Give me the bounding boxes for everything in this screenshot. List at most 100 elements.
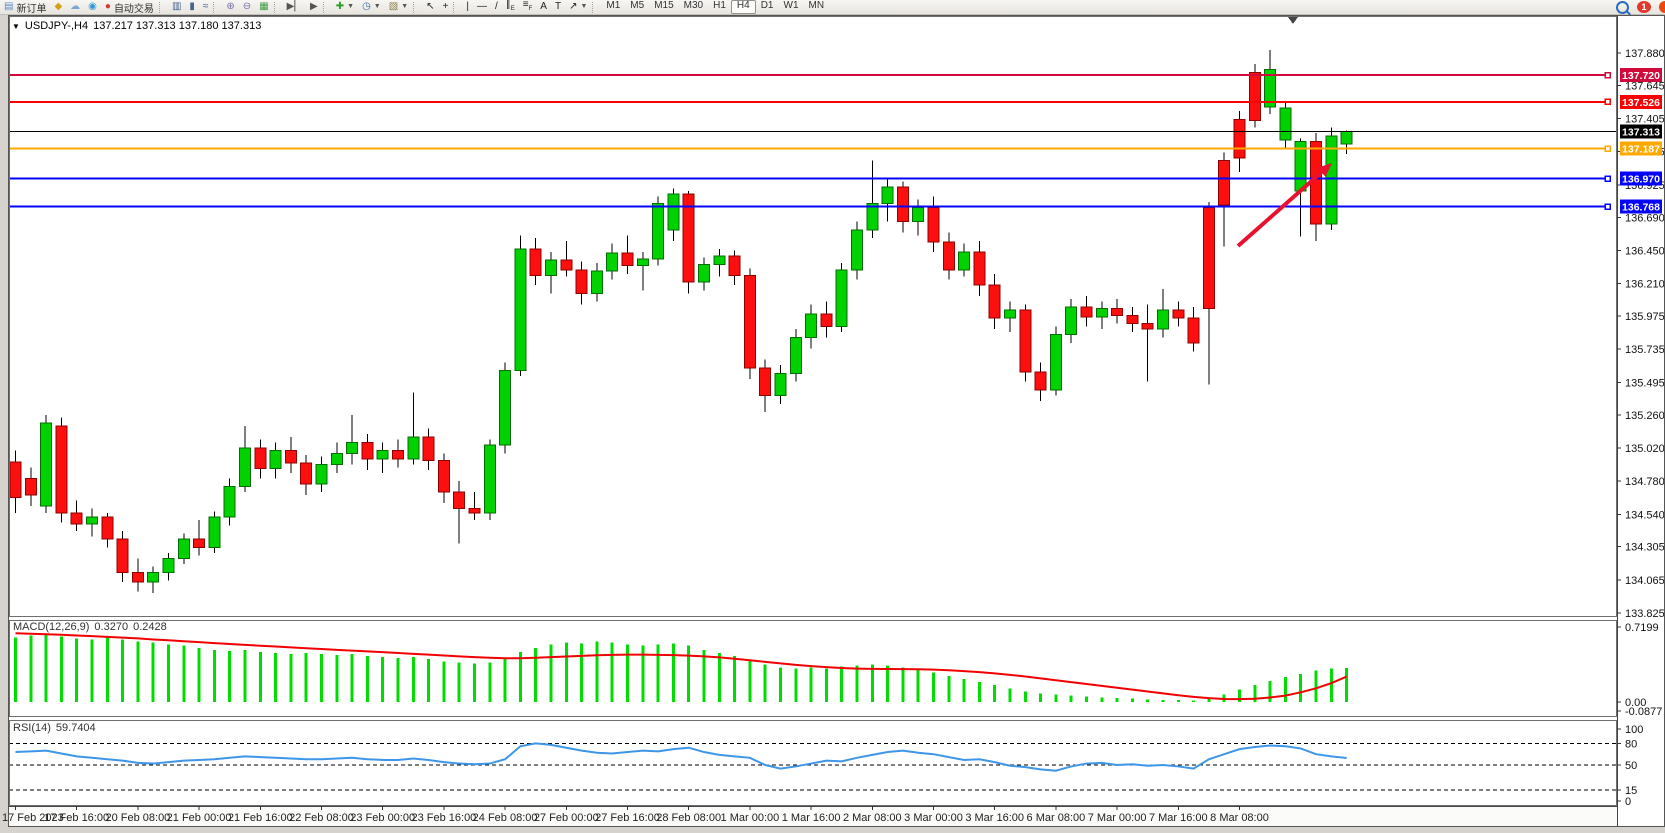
candle	[1279, 102, 1292, 150]
svg-text:137.526: 137.526	[1622, 97, 1660, 109]
chart-shift-marker[interactable]	[1288, 17, 1298, 24]
template-icon: ▧	[388, 1, 399, 12]
time-axis[interactable]	[9, 806, 1617, 826]
shapes-tool-button[interactable]: ↗ ▼	[565, 0, 591, 14]
svg-text:137.720: 137.720	[1622, 70, 1660, 82]
macd-name: MACD(12,26,9)	[13, 621, 90, 633]
candle	[789, 329, 802, 382]
timeframe-H4[interactable]: H4	[730, 0, 756, 14]
profile-button[interactable]: ☁	[66, 0, 84, 14]
crosshair-tool-button[interactable]: +	[439, 0, 453, 14]
line-endpoint-handle[interactable]	[1604, 71, 1611, 79]
tile-windows-icon: ▦	[259, 1, 269, 12]
price-tick-label: 136.690	[1625, 212, 1665, 224]
candle	[942, 232, 955, 280]
candle	[713, 249, 726, 277]
line-endpoint-handle[interactable]	[1604, 203, 1611, 210]
line-endpoint-handle[interactable]	[1604, 175, 1611, 182]
timeframe-M30[interactable]: M30	[683, 0, 704, 11]
candle	[1157, 289, 1169, 338]
trend-arrow[interactable]	[1236, 170, 1323, 248]
time-tick-label: 24 Feb 08:00	[473, 812, 538, 824]
candle	[315, 456, 328, 493]
price-level-badge	[1620, 141, 1662, 156]
signals-button[interactable]: ◉	[84, 0, 101, 14]
timeframe-M15[interactable]: M15	[654, 0, 674, 11]
periods-button[interactable]: ◷ ▼	[358, 0, 385, 14]
fibonacci-tool-button[interactable]: ≡F	[519, 0, 537, 14]
candle	[177, 533, 190, 564]
zoom-in-button[interactable]: ⊕	[222, 0, 238, 14]
candle	[300, 454, 313, 495]
toolbar-separator	[213, 1, 221, 13]
channel-tool-button[interactable]: ∥E	[502, 0, 519, 14]
candle	[483, 439, 496, 520]
notification-bubble-icon[interactable]: 1	[1637, 1, 1651, 13]
price-tick-label: 136.210	[1625, 279, 1665, 291]
candle	[1080, 296, 1093, 327]
templates-button[interactable]: ▧ ▼	[385, 0, 412, 14]
vertical-line-tool-button[interactable]: |	[462, 0, 473, 14]
candle	[361, 434, 374, 471]
label-tool-button[interactable]: T	[551, 0, 565, 14]
new-order-button[interactable]: ▤ 新订单	[0, 0, 50, 15]
time-tick-label: 3 Mar 16:00	[965, 812, 1024, 824]
rsi-indicator-label: RSI(14) 59.7404	[13, 722, 96, 734]
candle	[1049, 326, 1062, 396]
line-endpoint-handle[interactable]	[1604, 145, 1611, 152]
channel-icon: ∥E	[505, 0, 515, 12]
candle	[1111, 298, 1124, 324]
auto-scroll-button[interactable]: ▶▏	[283, 0, 306, 14]
zoom-out-button[interactable]: ⊖	[239, 0, 255, 14]
gold-button[interactable]: ◆	[50, 0, 66, 14]
candle	[55, 417, 68, 523]
macd-tick-label: 0.00	[1625, 697, 1646, 709]
text-tool-button[interactable]: A	[536, 0, 551, 14]
crosshair-icon: +	[442, 1, 449, 12]
indicators-button[interactable]: ✚ ▼	[332, 0, 358, 14]
zoom-in-icon: ⊕	[226, 1, 235, 12]
candle	[514, 235, 527, 377]
chart-shift-button[interactable]: ▶	[306, 0, 322, 14]
candle	[162, 552, 175, 581]
bar-chart-button[interactable]: ▥	[168, 0, 185, 14]
price-tick-label: 137.405	[1625, 114, 1665, 126]
timeframe-W1[interactable]: W1	[783, 0, 799, 11]
candle	[667, 188, 680, 241]
price-tick-label: 135.495	[1625, 377, 1665, 389]
svg-text:137.313: 137.313	[1622, 126, 1660, 138]
line-endpoint-handle[interactable]	[1604, 98, 1611, 106]
add-indicator-icon: ✚	[335, 1, 345, 12]
timeframe-MN[interactable]: MN	[808, 0, 825, 11]
time-tick-label: 1 Mar 16:00	[782, 812, 841, 824]
autotrading-button[interactable]: ● 自动交易	[101, 0, 158, 15]
trendline-tool-button[interactable]: /	[491, 0, 502, 14]
collapse-triangle-icon[interactable]: ▼	[12, 21, 20, 31]
timeframe-M1[interactable]: M1	[606, 0, 621, 11]
cursor-tool-button[interactable]: ↖	[422, 0, 438, 14]
clock-icon: ◷	[362, 1, 371, 12]
search-icon[interactable]	[1616, 0, 1629, 14]
candle	[437, 453, 450, 504]
timeframe-D1[interactable]: D1	[760, 0, 774, 11]
zoom-out-icon: ⊖	[242, 1, 252, 12]
tile-windows-button[interactable]: ▦	[255, 0, 272, 14]
timeframe-H1[interactable]: H1	[713, 0, 726, 11]
price-tick-label: 134.540	[1625, 509, 1665, 521]
candle	[24, 467, 37, 506]
candlestick-chart-icon: ▮	[189, 1, 195, 12]
price-tick-label: 134.305	[1625, 542, 1665, 554]
price-tick-label: 133.825	[1625, 608, 1665, 620]
candle	[575, 261, 588, 305]
time-tick-label: 20 Feb 08:00	[105, 812, 170, 824]
macd-indicator-label: MACD(12,26,9) 0.3270 0.2428	[13, 621, 167, 633]
timeframe-M5[interactable]: M5	[630, 0, 645, 11]
candle	[346, 414, 359, 465]
candlestick-chart-button[interactable]: ▮	[185, 0, 199, 14]
rsi-tick-label: 80	[1625, 738, 1637, 750]
line-chart-button[interactable]: ≈	[199, 0, 213, 14]
horizontal-line-tool-button[interactable]: —	[473, 0, 491, 14]
signals-icon: ◉	[88, 1, 97, 12]
time-tick-label: 28 Feb 08:00	[656, 812, 721, 824]
